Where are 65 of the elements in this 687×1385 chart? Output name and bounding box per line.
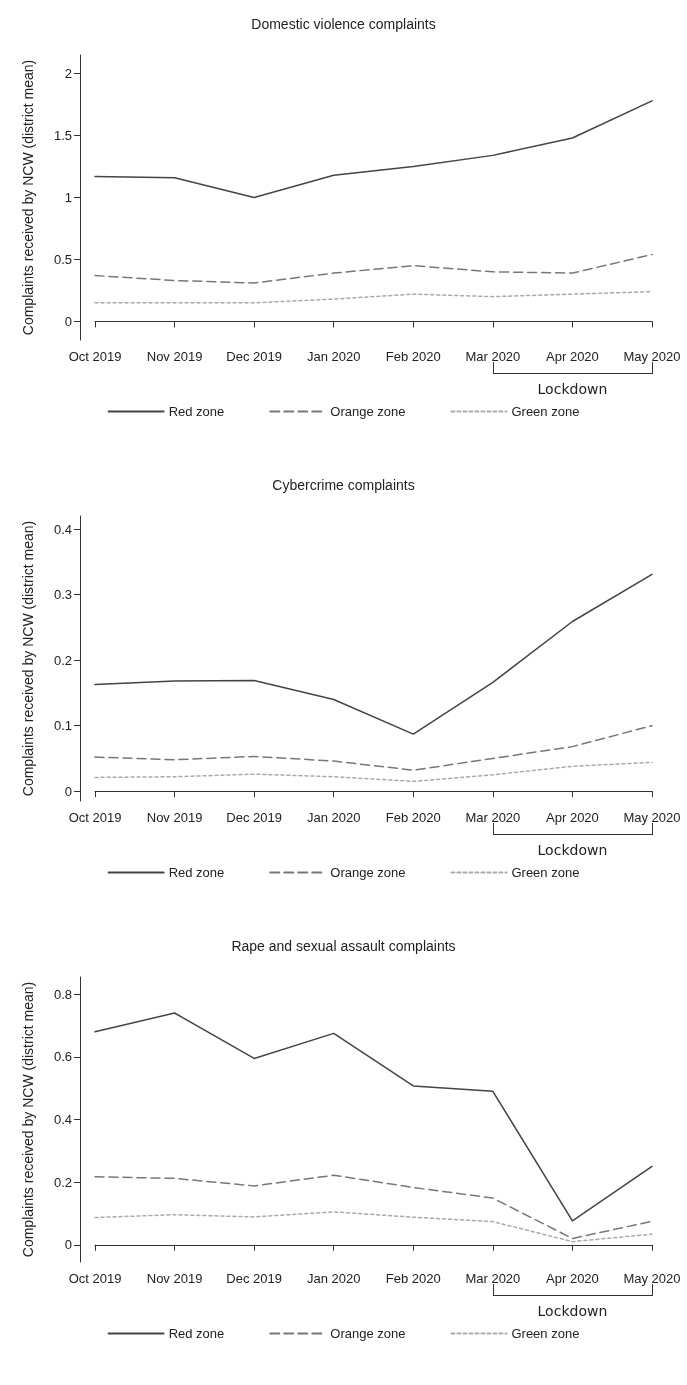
line-series: [94, 573, 653, 735]
y-tick-label: 0.6: [53, 1049, 72, 1065]
x-tick-label: Nov 2019: [146, 810, 203, 825]
legend-label: Orange zone: [330, 865, 406, 880]
x-tick-label: Jan 2020: [306, 810, 361, 825]
chart-title: Domestic violence complaints: [251, 16, 436, 32]
x-tick-label: Feb 2020: [385, 810, 441, 825]
legend-label: Red zone: [168, 1326, 225, 1341]
y-tick-label: 0.2: [53, 652, 72, 668]
text: Lockdown: [537, 1303, 608, 1319]
x-tick-label: Nov 2019: [146, 1271, 203, 1286]
x-tick-label: Mar 2020: [465, 810, 521, 825]
x-tick-label: Feb 2020: [385, 1271, 441, 1286]
y-tick-label: 0.2: [53, 1174, 72, 1190]
chart-title: Rape and sexual assault complaints: [231, 938, 456, 954]
x-tick-label: Oct 2019: [68, 1271, 122, 1286]
y-axis-title: Complaints received by NCW (district mean): [20, 59, 36, 336]
legend-label: Orange zone: [330, 404, 406, 419]
x-tick-label: May 2020: [623, 810, 681, 825]
x-tick-label: Apr 2020: [546, 349, 599, 364]
y-tick-label: 0: [64, 313, 72, 329]
x-tick-label: Mar 2020: [465, 1271, 521, 1286]
x-tick-label: Dec 2019: [226, 810, 282, 825]
y-tick-label: 1: [64, 190, 72, 205]
legend-label: Green zone: [511, 865, 580, 880]
y-tick-label: 0.8: [53, 986, 72, 1002]
y-tick-label: 2: [64, 66, 72, 82]
x-tick-label: Feb 2020: [385, 349, 441, 364]
x-tick-label: Dec 2019: [226, 1271, 282, 1286]
y-tick-label: 0: [64, 1237, 72, 1253]
x-tick-label: Apr 2020: [546, 1271, 599, 1286]
legend-label: Orange zone: [330, 1326, 406, 1341]
legend-label: Green zone: [511, 1326, 580, 1341]
y-axis-title: Complaints received by NCW (district mean): [20, 520, 36, 797]
legend-label: Green zone: [511, 404, 580, 419]
text: Lockdown: [537, 842, 608, 858]
y-tick-label: 0.4: [53, 521, 72, 537]
line-series: [94, 290, 653, 304]
x-tick-label: Mar 2020: [465, 349, 521, 364]
y-axis-title: Complaints received by NCW (district mean): [20, 981, 36, 1258]
y-tick-label: 0.3: [53, 587, 72, 603]
x-tick-label: Dec 2019: [226, 349, 282, 364]
line-series: [94, 1012, 653, 1222]
x-tick-label: May 2020: [623, 349, 681, 364]
line-series: [94, 1174, 653, 1240]
line-series: [94, 761, 653, 783]
y-tick-label: 0.4: [53, 1112, 72, 1127]
x-tick-label: Oct 2019: [68, 349, 122, 364]
y-tick-label: 0: [64, 783, 72, 799]
x-tick-label: Jan 2020: [306, 349, 361, 364]
line-series: [94, 724, 653, 771]
x-tick-label: Nov 2019: [146, 349, 203, 364]
chart-title: Cybercrime complaints: [272, 477, 415, 493]
legend-label: Red zone: [168, 865, 225, 880]
x-tick-label: May 2020: [623, 1271, 681, 1286]
y-tick-label: 1.5: [53, 128, 72, 144]
line-series: [94, 253, 653, 284]
x-tick-label: Jan 2020: [306, 1271, 361, 1286]
y-tick-label: 0.1: [53, 718, 72, 734]
text: Lockdown: [537, 381, 608, 397]
y-tick-label: 0.5: [53, 251, 72, 267]
legend-label: Red zone: [168, 404, 225, 419]
line-series: [94, 100, 653, 199]
x-tick-label: Oct 2019: [68, 810, 122, 825]
x-tick-label: Apr 2020: [546, 810, 599, 825]
